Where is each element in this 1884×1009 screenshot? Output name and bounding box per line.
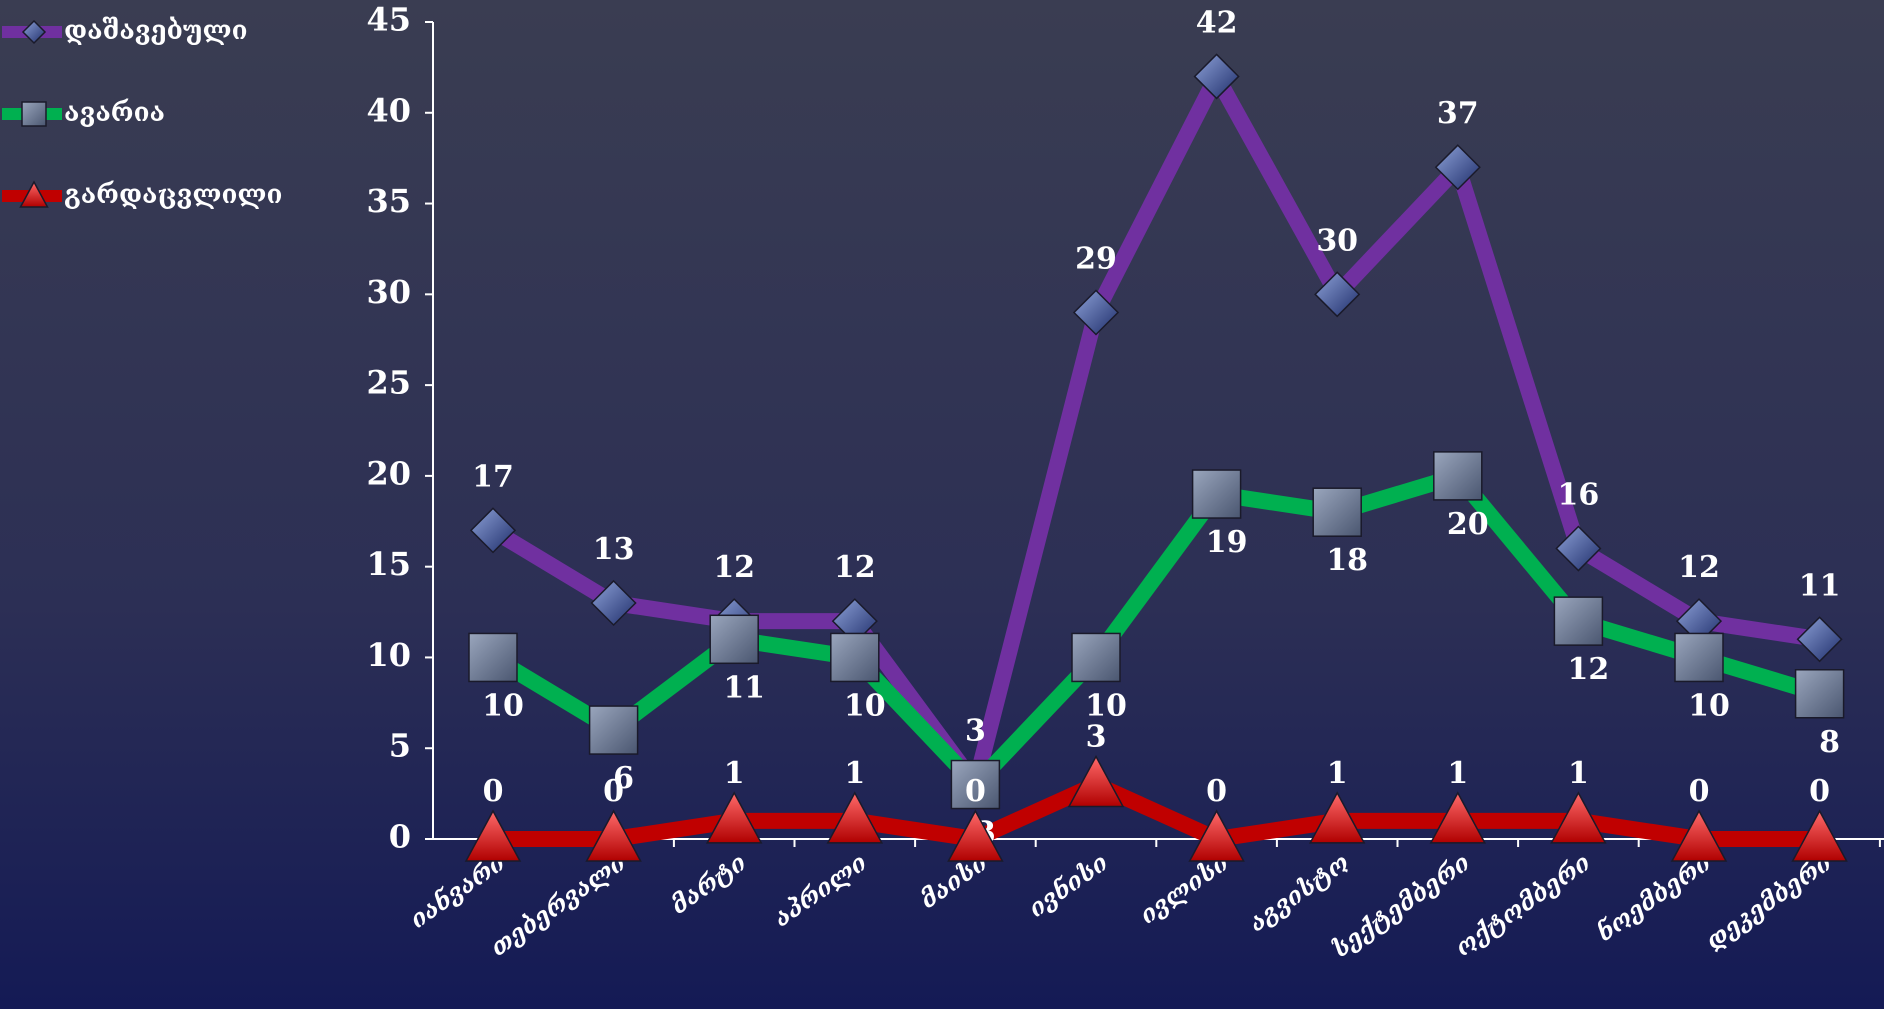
data-label: 1 [1327, 756, 1348, 791]
data-point [464, 809, 522, 862]
data-label: 20 [1447, 507, 1489, 542]
data-point [1794, 669, 1845, 719]
data-label: 1 [1568, 756, 1589, 791]
y-tick-label: 35 [366, 182, 411, 220]
data-label: 0 [483, 774, 504, 809]
legend-marker [21, 101, 47, 127]
data-point [1191, 469, 1242, 519]
data-point [588, 705, 639, 755]
data-label: 8 [1819, 725, 1840, 760]
data-point [585, 809, 642, 862]
y-tick-label: 40 [366, 91, 411, 129]
data-label: 1 [724, 756, 745, 791]
data-label: 10 [482, 688, 524, 723]
legend-label: გარდაცვლილი [64, 180, 282, 210]
data-label: 12 [834, 550, 876, 585]
y-tick-label: 45 [366, 1, 411, 39]
data-point [1308, 791, 1366, 844]
data-label: 30 [1316, 223, 1358, 258]
data-point [468, 632, 518, 683]
y-tick-label: 0 [389, 818, 411, 856]
data-label: 0 [1809, 774, 1830, 809]
y-tick-label: 10 [366, 636, 411, 674]
data-label: 19 [1206, 525, 1248, 560]
y-tick-label: 15 [366, 545, 411, 583]
y-tick-label: 20 [366, 454, 411, 492]
series-line [493, 776, 1820, 847]
data-point [1067, 754, 1125, 808]
data-label: 18 [1326, 543, 1368, 578]
data-point [1429, 791, 1487, 844]
data-point [469, 507, 517, 554]
data-label: 6 [613, 761, 634, 796]
data-label: 10 [1688, 688, 1730, 723]
legend-label: ავარია [64, 98, 165, 128]
data-point [950, 759, 1001, 810]
data-label: 11 [723, 670, 765, 705]
data-label: 16 [1558, 478, 1600, 513]
data-label: 3 [1086, 720, 1107, 755]
data-label: 10 [844, 688, 886, 723]
legend-label: დაშავებული [64, 16, 248, 46]
y-tick-label: 5 [389, 727, 411, 765]
data-label: 12 [713, 550, 755, 585]
data-label: 1 [1447, 756, 1468, 791]
data-point [590, 579, 637, 627]
data-label: 0 [1206, 774, 1227, 809]
data-label: 37 [1437, 96, 1479, 131]
data-label: 11 [1799, 568, 1841, 603]
data-point [1434, 144, 1481, 191]
data-label: 0 [1689, 774, 1710, 809]
data-label: 0 [965, 774, 986, 809]
data-point [1796, 616, 1843, 663]
data-point [1193, 53, 1240, 100]
data-label: 10 [1085, 688, 1127, 723]
data-point [1550, 791, 1607, 844]
data-point [1553, 596, 1604, 646]
y-tick-label: 30 [366, 273, 411, 311]
data-point [1433, 451, 1483, 501]
data-point [1071, 632, 1121, 683]
data-label: 13 [593, 532, 635, 567]
data-point [709, 614, 759, 665]
data-point [1670, 809, 1728, 862]
data-label: 0 [603, 774, 624, 809]
data-label: 12 [1568, 652, 1610, 687]
data-point [705, 791, 763, 844]
data-label: 12 [1678, 550, 1720, 585]
data-point [1314, 271, 1361, 318]
data-label: 1 [844, 756, 865, 791]
data-point [830, 632, 880, 683]
data-label: 29 [1075, 241, 1117, 276]
data-label: 42 [1196, 5, 1238, 40]
data-point [1312, 487, 1362, 537]
data-point [1674, 632, 1724, 683]
legend-marker [21, 19, 47, 45]
legend-marker [19, 180, 49, 208]
data-label: 3 [965, 714, 986, 749]
data-point [1791, 809, 1848, 862]
data-point [1072, 289, 1120, 336]
y-tick-label: 25 [366, 364, 411, 402]
data-point [1555, 525, 1602, 572]
data-label: 17 [472, 459, 514, 494]
data-point [826, 791, 884, 844]
data-point [1188, 809, 1245, 862]
data-point [947, 809, 1004, 862]
